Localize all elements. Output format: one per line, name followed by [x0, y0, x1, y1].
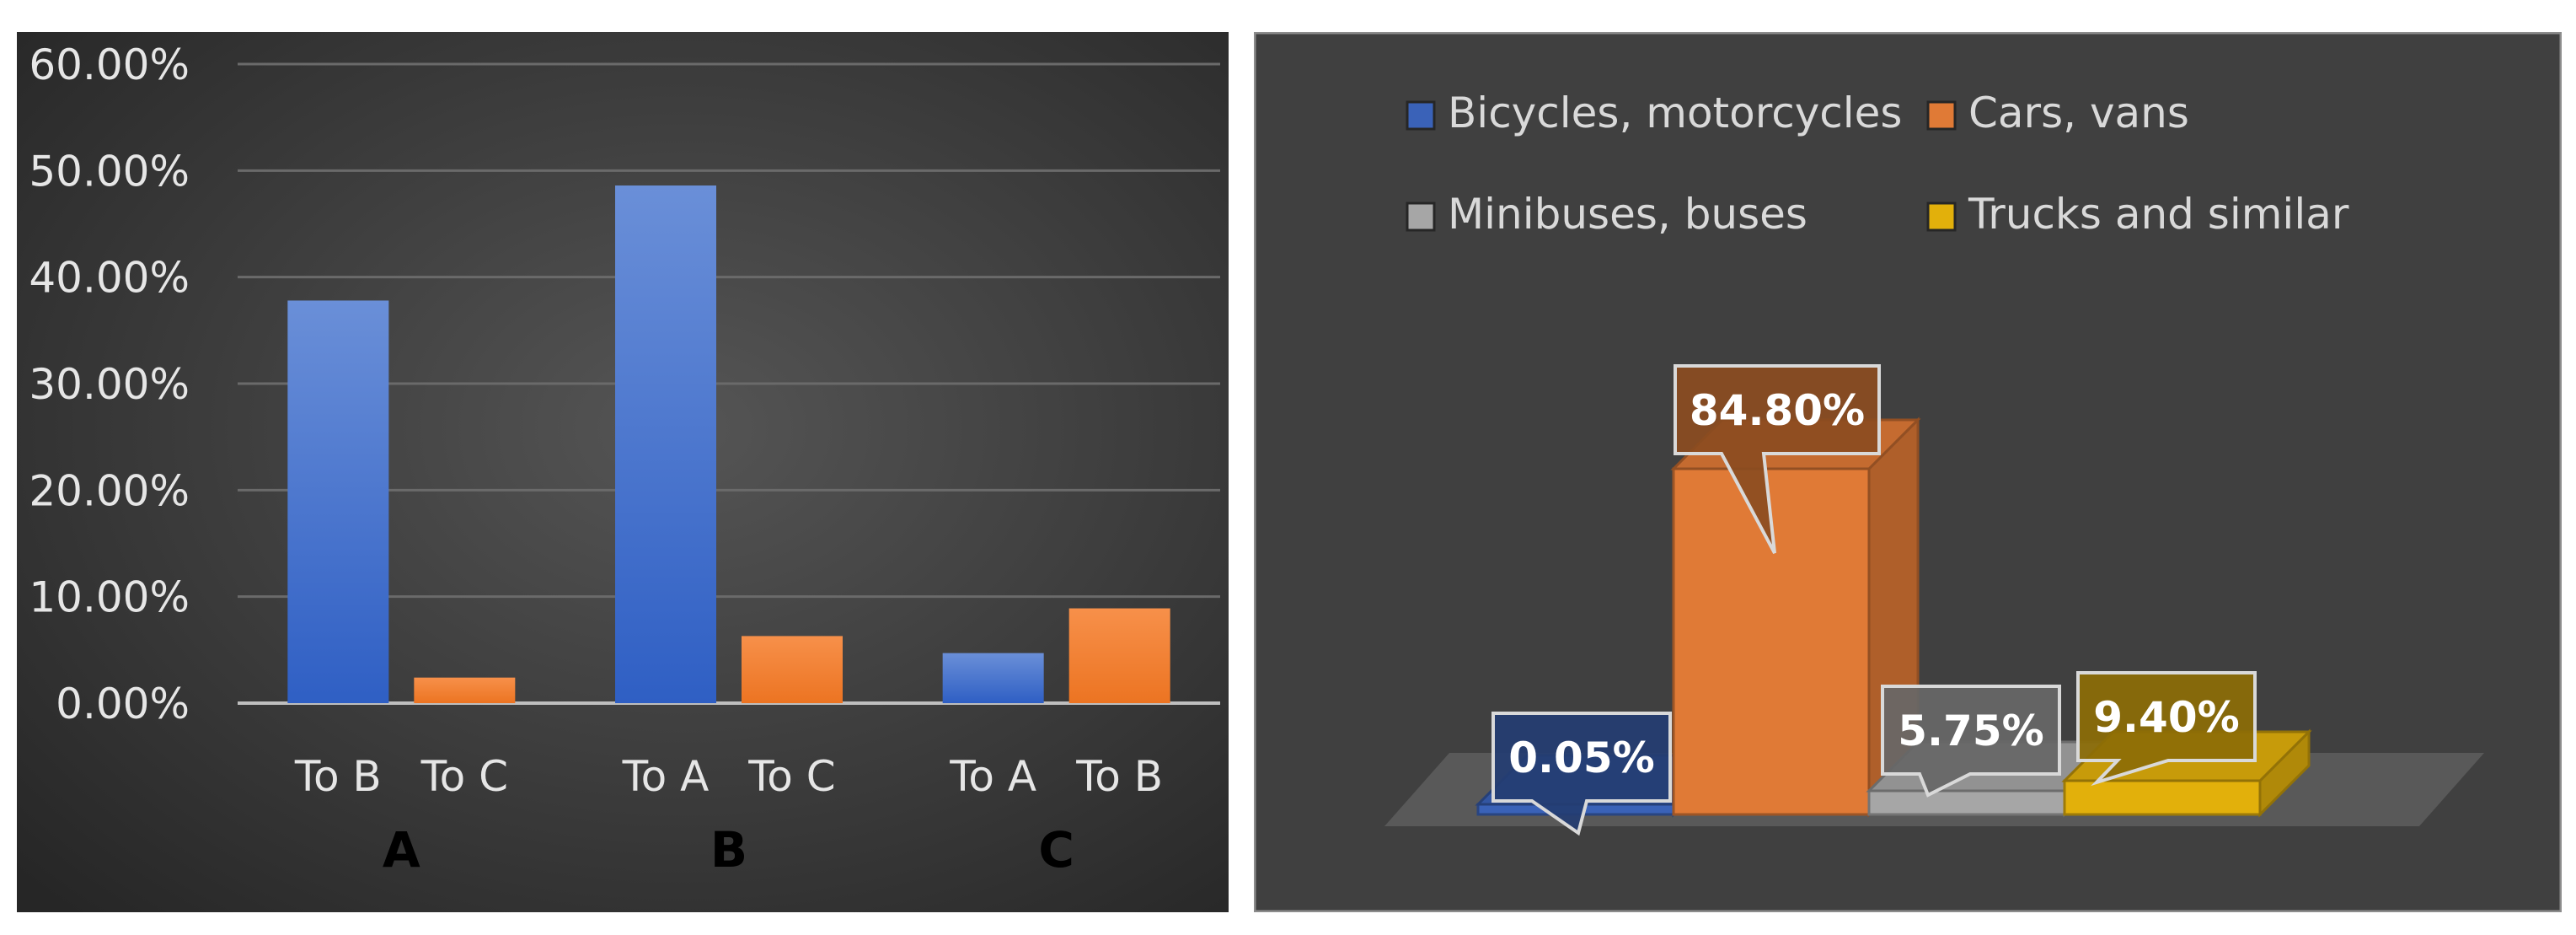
data-label-callout: 5.75%: [1881, 685, 2061, 798]
y-tick-label: 10.00%: [29, 573, 190, 622]
data-label-callout: 0.05%: [1492, 712, 1672, 836]
data-label: 9.40%: [2093, 693, 2239, 742]
group-label: C: [1038, 821, 1074, 879]
group-label: B: [710, 821, 747, 879]
x-tick-label: To C: [420, 752, 508, 801]
callout-box: [1881, 685, 2061, 798]
legend-swatch: [1926, 100, 1957, 131]
legend: Bicycles, motorcycles Cars, vans Minibuses…: [1406, 89, 2349, 239]
x-tick-label: To A: [949, 752, 1036, 801]
x-tick-label: To B: [1075, 752, 1163, 801]
bar-front: [1867, 789, 2066, 816]
bar: [1068, 608, 1170, 703]
callout-box: [2076, 671, 2257, 787]
y-tick-label: 50.00%: [29, 147, 190, 196]
callout-box: [1492, 712, 1672, 836]
y-tick-label: 0.00%: [56, 680, 190, 728]
legend-label: Cars, vans: [1968, 89, 2189, 137]
y-tick-label: 30.00%: [29, 360, 190, 409]
gridlines: [238, 62, 1220, 705]
y-tick-label: 40.00%: [29, 254, 190, 303]
data-label-callout: 84.80%: [1674, 364, 1881, 554]
bar: [287, 300, 389, 703]
legend-label: Minibuses, buses: [1448, 190, 1807, 239]
data-label: 84.80%: [1690, 386, 1865, 435]
grouped-bar-chart: 0.00% 10.00% 20.00% 30.00% 40.00% 50.00% 60.00…: [17, 32, 1229, 912]
bar: [742, 636, 843, 703]
legend-swatch: [1926, 202, 1957, 232]
x-tick-label: To B: [294, 752, 382, 801]
y-tick-label: 60.00%: [29, 40, 190, 89]
bars: [287, 185, 1170, 703]
legend-label: Bicycles, motorcycles: [1448, 89, 1902, 137]
bar: [615, 185, 716, 703]
x-tick-label: To C: [747, 752, 835, 801]
data-label: 5.75%: [1898, 707, 2043, 755]
legend-swatch: [1406, 100, 1436, 131]
x-tick-label: To A: [622, 752, 710, 801]
group-label: A: [383, 821, 420, 879]
legend-label: Trucks and similar: [1968, 190, 2349, 239]
bar: [942, 653, 1044, 703]
y-tick-label: 20.00%: [29, 466, 190, 515]
y-axis-ticks: 0.00% 10.00% 20.00% 30.00% 40.00% 50.00% 60.00…: [29, 40, 190, 728]
bar: [414, 677, 516, 703]
legend-swatch: [1406, 202, 1436, 232]
data-labels: 0.05% 84.80% 5.75% 9.40%: [1492, 364, 2257, 836]
bars: [1475, 416, 2312, 818]
3d-bar-chart: Bicycles, motorcycles Cars, vans Minibuses…: [1254, 32, 2562, 912]
data-label-callout: 9.40%: [2076, 671, 2257, 787]
callout-box: [1674, 364, 1881, 554]
bar-front: [2063, 779, 2262, 816]
data-label: 0.05%: [1508, 733, 1654, 782]
